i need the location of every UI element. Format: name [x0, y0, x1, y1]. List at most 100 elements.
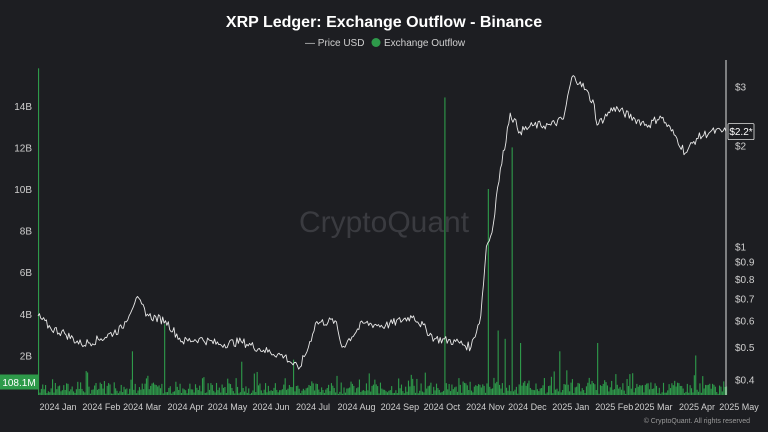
outflow-bar	[99, 382, 101, 395]
outflow-bar	[713, 384, 715, 395]
outflow-bar	[426, 388, 428, 395]
outflow-bar	[201, 378, 204, 395]
outflow-bar	[646, 383, 648, 395]
outflow-bar	[569, 391, 571, 395]
outflow-bar	[222, 387, 225, 395]
outflow-bar	[372, 384, 375, 395]
outflow-bar	[314, 390, 316, 395]
outflow-bar	[672, 385, 674, 395]
outflow-bar	[707, 384, 709, 395]
outflow-bar	[288, 385, 290, 395]
outflow-bar	[295, 386, 297, 395]
outflow-bar	[354, 392, 356, 395]
outflow-bar	[267, 385, 269, 395]
outflow-bar	[517, 393, 519, 395]
outflow-bar	[175, 381, 177, 395]
outflow-bar	[618, 388, 620, 395]
outflow-bar	[669, 388, 672, 395]
outflow-bar	[196, 387, 198, 395]
outflow-bar	[493, 377, 495, 395]
outflow-bar	[234, 393, 236, 395]
outflow-bar	[676, 382, 679, 395]
outflow-bar	[78, 388, 80, 395]
outflow-bar	[501, 383, 503, 395]
outflow-bar	[391, 386, 393, 395]
outflow-bar	[123, 386, 125, 395]
price-line	[37, 75, 727, 370]
outflow-bar	[602, 383, 604, 395]
outflow-bar	[263, 389, 265, 395]
outflow-bar	[545, 393, 547, 395]
outflow-bar	[548, 386, 550, 395]
outflow-bar	[466, 385, 468, 395]
outflow-bar	[706, 385, 708, 395]
outflow-bar	[60, 391, 62, 395]
outflow-bar	[402, 391, 404, 395]
outflow-bar	[147, 375, 149, 395]
outflow-bar	[81, 388, 83, 395]
outflow-bar	[538, 391, 540, 395]
outflow-bar	[592, 383, 594, 395]
outflow-bar	[567, 384, 569, 395]
outflow-bar	[629, 374, 631, 395]
right-tick-label: $2	[735, 142, 747, 153]
outflow-bar	[494, 383, 496, 395]
outflow-bar	[552, 393, 554, 395]
outflow-bar	[80, 382, 82, 395]
outflow-bar	[709, 383, 711, 395]
outflow-bar	[489, 386, 491, 395]
outflow-bar	[685, 391, 687, 395]
outflow-bar	[94, 385, 96, 395]
outflow-bar	[515, 386, 517, 395]
outflow-bar	[703, 388, 705, 395]
outflow-bar	[483, 385, 485, 395]
outflow-bar	[325, 389, 327, 395]
outflow-bar	[597, 342, 599, 395]
outflow-bar	[290, 386, 292, 395]
outflow-bar	[165, 392, 167, 395]
outflow-bar	[472, 392, 474, 395]
outflow-bar	[382, 389, 384, 395]
outflow-bar	[210, 383, 212, 395]
x-tick-label: 2024 Mar	[123, 402, 161, 412]
outflow-bar	[553, 371, 555, 395]
outflow-bar	[192, 389, 194, 395]
outflow-bar	[667, 390, 669, 395]
outflow-bar	[384, 389, 386, 395]
outflow-bar	[204, 392, 206, 395]
outflow-bar	[228, 383, 230, 395]
outflow-bar	[665, 392, 667, 395]
outflow-bar	[710, 388, 712, 395]
outflow-bar	[604, 380, 606, 395]
last-outflow-label: 108.1M	[2, 378, 35, 389]
outflow-bar	[657, 393, 659, 395]
outflow-bar	[449, 391, 452, 395]
outflow-bar	[270, 390, 272, 395]
outflow-bar	[557, 391, 559, 395]
outflow-bar	[194, 384, 197, 395]
outflow-bar	[56, 389, 58, 395]
outflow-bar	[417, 393, 419, 395]
outflow-bar	[255, 392, 257, 395]
outflow-bar	[140, 389, 142, 395]
outflow-bar	[511, 147, 513, 395]
outflow-bar	[389, 390, 391, 395]
outflow-bar	[452, 389, 454, 395]
outflow-bar	[249, 393, 251, 395]
legend-price-usd: — Price USD	[305, 38, 364, 49]
outflow-bar	[681, 385, 683, 395]
outflow-bar	[311, 381, 313, 395]
outflow-bar	[284, 378, 286, 395]
outflow-bar	[375, 384, 377, 395]
outflow-bar	[218, 387, 220, 395]
outflow-bar	[406, 391, 408, 395]
outflow-bar	[148, 389, 150, 395]
outflow-bar	[407, 380, 410, 395]
outflow-bar	[305, 388, 307, 395]
outflow-bar	[42, 384, 44, 395]
outflow-bar	[70, 389, 72, 395]
last-price-badge	[727, 123, 755, 140]
outflow-bar	[243, 391, 246, 395]
outflow-bar	[640, 385, 642, 395]
outflow-bar	[39, 392, 41, 395]
